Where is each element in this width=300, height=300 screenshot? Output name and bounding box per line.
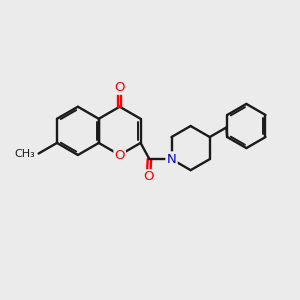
Text: N: N xyxy=(167,153,176,166)
Text: O: O xyxy=(114,148,125,161)
Text: O: O xyxy=(114,81,125,94)
Text: CH₃: CH₃ xyxy=(14,148,35,158)
Text: N: N xyxy=(167,153,176,166)
Text: O: O xyxy=(143,170,154,183)
